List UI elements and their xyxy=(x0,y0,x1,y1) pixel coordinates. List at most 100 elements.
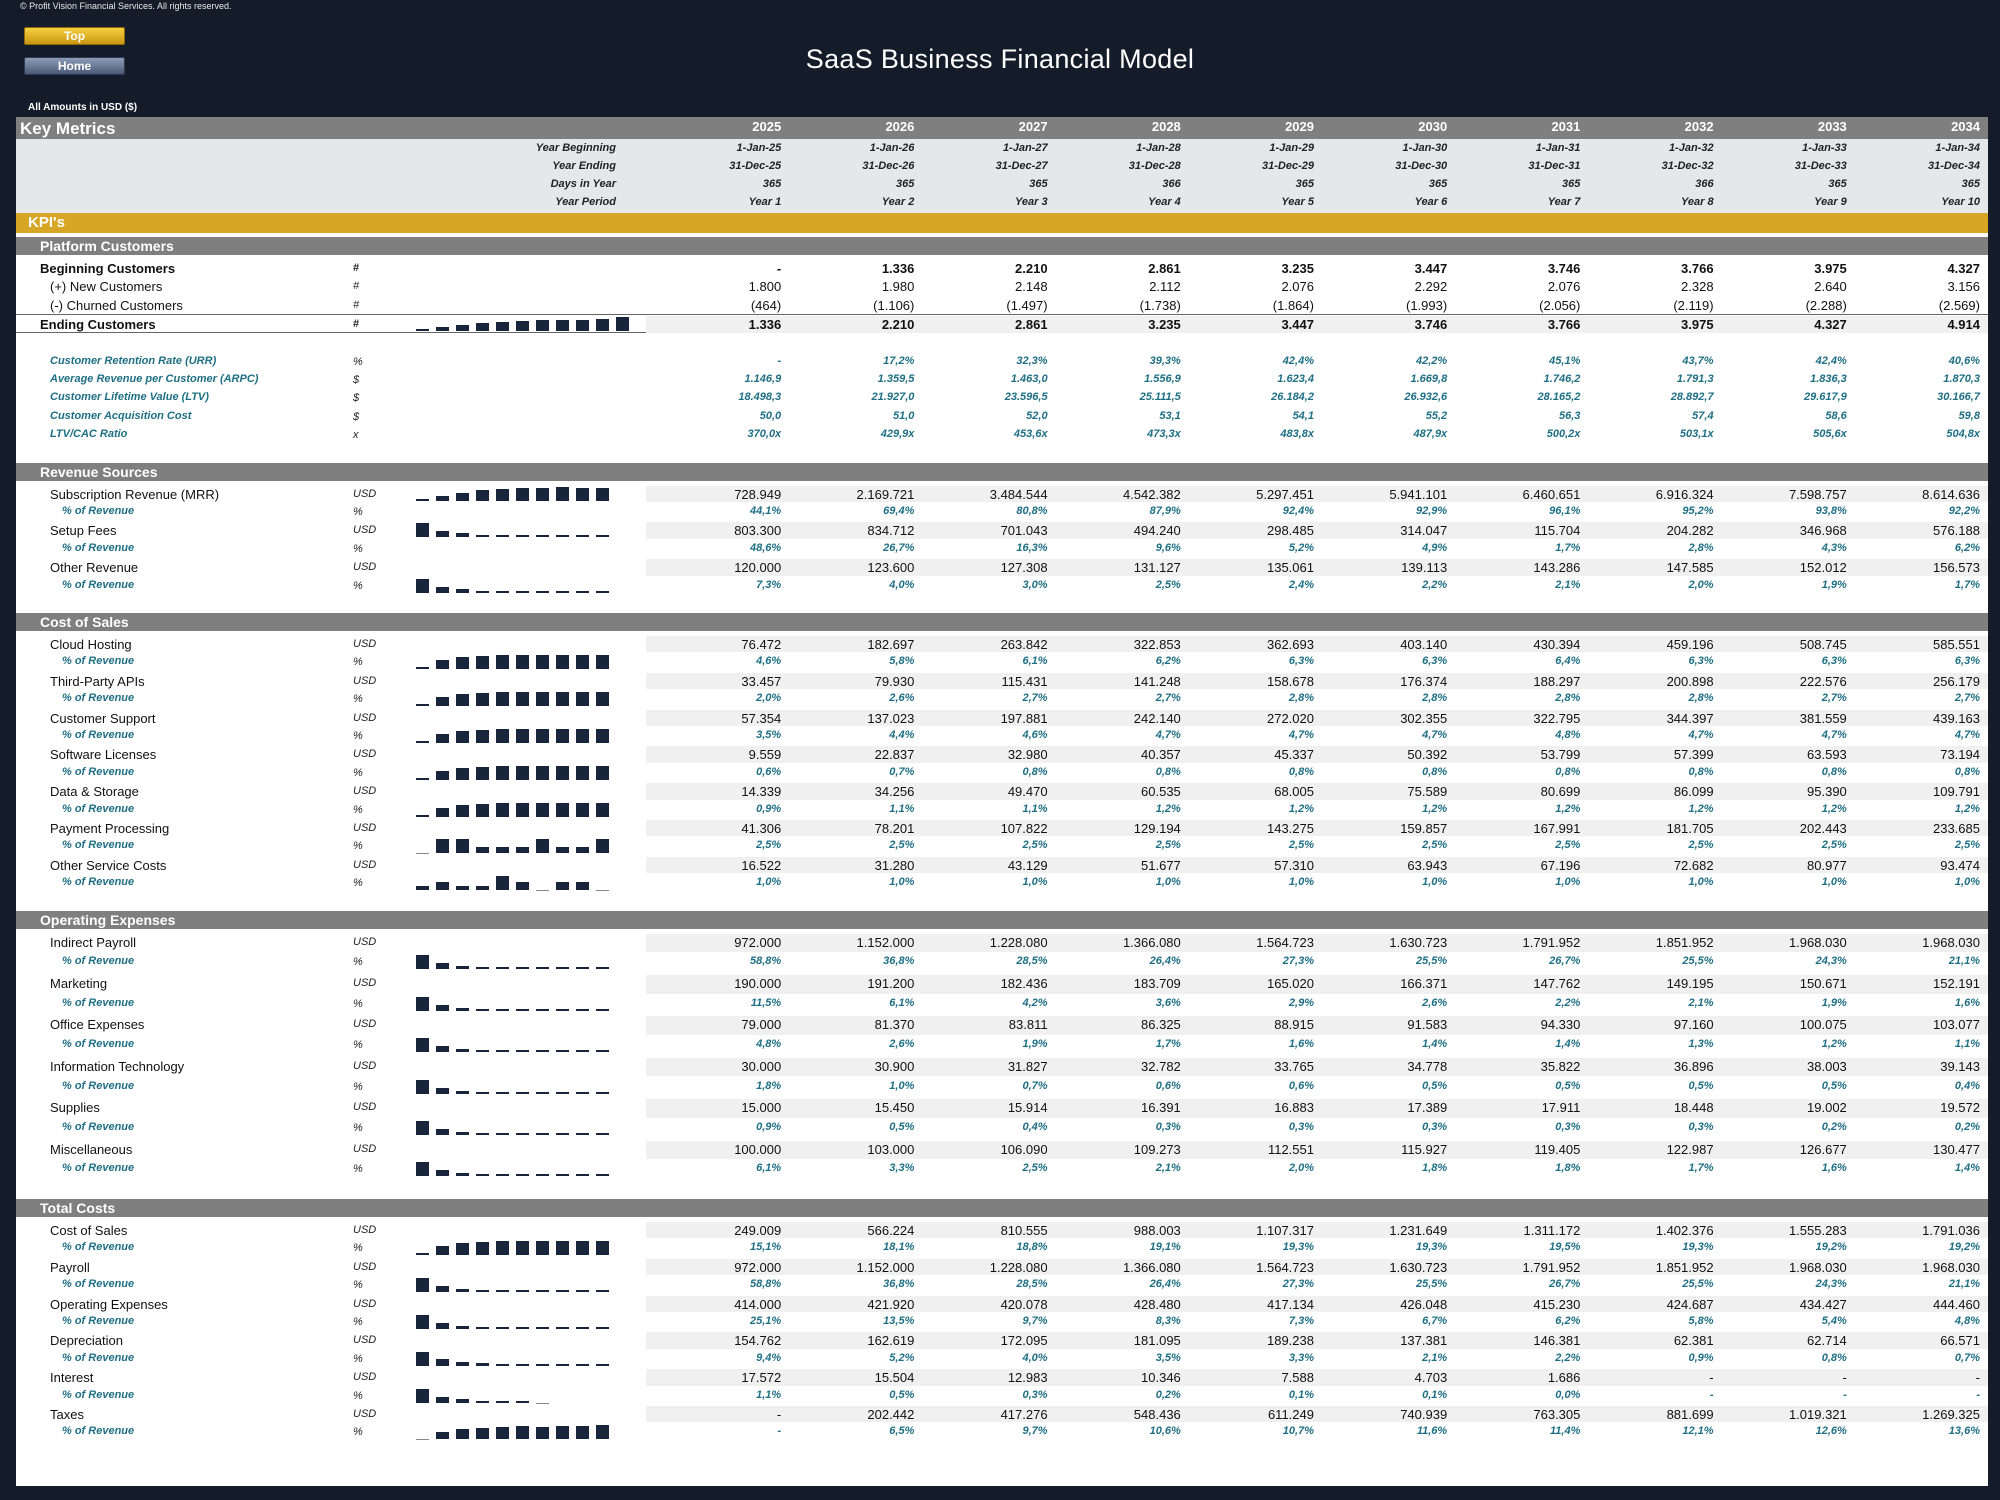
top-button[interactable]: Top xyxy=(24,27,125,45)
year-value: 1,6% xyxy=(1954,996,1980,1009)
percent-row: % of Revenue% 3,5% 4,4% 4,6% 4,7% 4,7% 4,7% 4,8… xyxy=(16,727,1988,745)
year-value: 428.480 xyxy=(1133,1296,1181,1312)
section-title: Revenue Sources xyxy=(40,463,158,480)
year-value: 18.498,3 xyxy=(738,391,782,404)
year-value: 181.705 xyxy=(1666,821,1714,836)
year-value: 1,2% xyxy=(1954,802,1980,815)
year-value: 18,8% xyxy=(1016,1241,1048,1254)
sparkline-bar xyxy=(456,1361,469,1366)
year-value: - xyxy=(777,1425,782,1438)
year-value: 27,3% xyxy=(1282,1278,1314,1291)
percent-row: % of Revenue% 1,0% 1,0% 1,0% 1,0% 1,0% 1,0% 1,0… xyxy=(16,874,1988,892)
sparkline-bar xyxy=(516,1241,529,1256)
year-value: 473,3x xyxy=(1147,428,1181,441)
year-value: 24,3% xyxy=(1815,1278,1847,1291)
year-value: 2.148 xyxy=(1015,279,1048,295)
year-value: 4,6% xyxy=(756,655,782,668)
year-value: 429,9x xyxy=(880,428,915,441)
year-value: 182.697 xyxy=(867,637,915,652)
year-value: 0,4% xyxy=(1022,1120,1048,1133)
sparkline-bar xyxy=(456,731,469,743)
year-value: 183.709 xyxy=(1133,976,1181,991)
year-value: 3.975 xyxy=(1814,261,1847,276)
year-value: 57,4 xyxy=(1692,409,1714,422)
year-value: 430.394 xyxy=(1533,637,1581,652)
year-values: 14.339 34.256 49.470 60.535 68.005 75.589 80.6… xyxy=(656,782,1988,800)
year-value: 2.861 xyxy=(1015,317,1048,333)
sparkline-bar xyxy=(456,588,469,593)
unit-label: % xyxy=(353,766,363,779)
year-value: 34.256 xyxy=(874,784,915,800)
sparkline-bar xyxy=(456,966,469,970)
year-value: 16.522 xyxy=(741,857,782,873)
sparkline-bar xyxy=(536,590,549,593)
year-value: 0,8% xyxy=(1288,765,1314,778)
year-value: 87,9% xyxy=(1149,505,1181,517)
row-label: Customer Retention Rate (URR) xyxy=(50,354,217,367)
year-values: 1,0% 1,0% 1,0% 1,0% 1,0% 1,0% 1,0% 1,0% 1,0% 1,0% xyxy=(656,874,1988,892)
sparkline-bar xyxy=(416,667,429,670)
year-value: 1,0% xyxy=(889,1079,915,1092)
year-value: 1,9% xyxy=(1821,996,1847,1009)
year-value: 48,6% xyxy=(749,541,782,554)
year-values: 4,6% 5,8% 6,1% 6,2% 6,3% 6,3% 6,4% 6,3% 6,3% 6,3% xyxy=(656,653,1988,671)
year-value: 3.156 xyxy=(1947,279,1980,295)
section-header: Platform Customers xyxy=(16,237,1988,255)
sparkline-bar xyxy=(436,697,449,707)
year-header: 2027 xyxy=(1018,119,1048,134)
year-value: 0,8% xyxy=(1555,765,1581,778)
home-button[interactable]: Home xyxy=(24,57,125,75)
year-value: 36.896 xyxy=(1673,1058,1714,1074)
year-value: 15.504 xyxy=(874,1370,915,1386)
sparkline-bar xyxy=(576,487,589,501)
sparkline-bar xyxy=(556,535,569,538)
year-value: 55,2 xyxy=(1425,409,1448,422)
sparkline-bar xyxy=(516,1290,529,1293)
year-value: 0,3% xyxy=(1422,1120,1448,1133)
line-item-row: Indirect Payroll USD 972.000 1.152.000 1.228… xyxy=(16,933,1988,954)
sparkline-bar xyxy=(436,495,449,501)
row-shading xyxy=(646,783,1988,800)
sparkline-bar xyxy=(456,694,469,707)
year-value: 62.381 xyxy=(1673,1333,1714,1349)
sparkline-bar xyxy=(516,802,529,817)
sparkline-bar xyxy=(456,886,469,891)
year-value: 109.273 xyxy=(1133,1141,1181,1157)
year-value: 12.983 xyxy=(1007,1370,1048,1386)
year-value: 26,7% xyxy=(1549,1278,1581,1291)
sparkline-bar xyxy=(536,1174,549,1177)
year-value: 1,7% xyxy=(1688,1162,1714,1175)
date-block xyxy=(16,139,1988,213)
year-value: 6,2% xyxy=(1954,541,1980,554)
year-value: - xyxy=(776,261,782,276)
sparkline-bar xyxy=(556,655,569,670)
date-row-label: Year Period xyxy=(555,196,616,208)
unit-label: USD xyxy=(353,638,377,650)
sparkline-bar xyxy=(536,535,549,538)
row-label: % of Revenue xyxy=(62,1162,135,1175)
year-value: 2,0% xyxy=(1688,578,1714,591)
sparkline-bar xyxy=(456,839,469,854)
percent-row: % of Revenue% 0,9% 0,5% 0,4% 0,3% 0,3% 0,3% 0,3… xyxy=(16,1119,1988,1140)
year-value: 58,8% xyxy=(749,1278,782,1291)
date-value: Year 4 xyxy=(1148,196,1181,208)
sparkline-bar xyxy=(576,847,589,854)
year-value: (2.119) xyxy=(1673,297,1714,313)
sparkline-bar xyxy=(516,765,529,780)
sparkline-bar xyxy=(576,729,589,743)
sparkline-bar xyxy=(516,1327,529,1329)
sparkline-bar xyxy=(536,967,549,970)
line-item-row: Taxes USD - 202.442 417.276 548.436 611.249 740… xyxy=(16,1405,1988,1423)
sparkline-bar xyxy=(436,660,449,670)
line-item-row: Third-Party APIs USD 33.457 79.930 115.431 14… xyxy=(16,672,1988,690)
unit-label: % xyxy=(353,355,363,368)
date-value: 1-Jan-29 xyxy=(1269,142,1314,154)
year-value: 51,0 xyxy=(892,409,915,422)
sparkline-bar xyxy=(516,729,529,743)
year-value: 0,5% xyxy=(889,1120,915,1133)
row-label: Office Expenses xyxy=(50,1017,145,1033)
year-value: 49.470 xyxy=(1007,784,1048,800)
year-values: 30.000 30.900 31.827 32.782 33.765 34.778 35.8… xyxy=(656,1057,1988,1078)
sparkline-bar xyxy=(476,1132,489,1135)
year-value: 15.450 xyxy=(874,1100,915,1116)
